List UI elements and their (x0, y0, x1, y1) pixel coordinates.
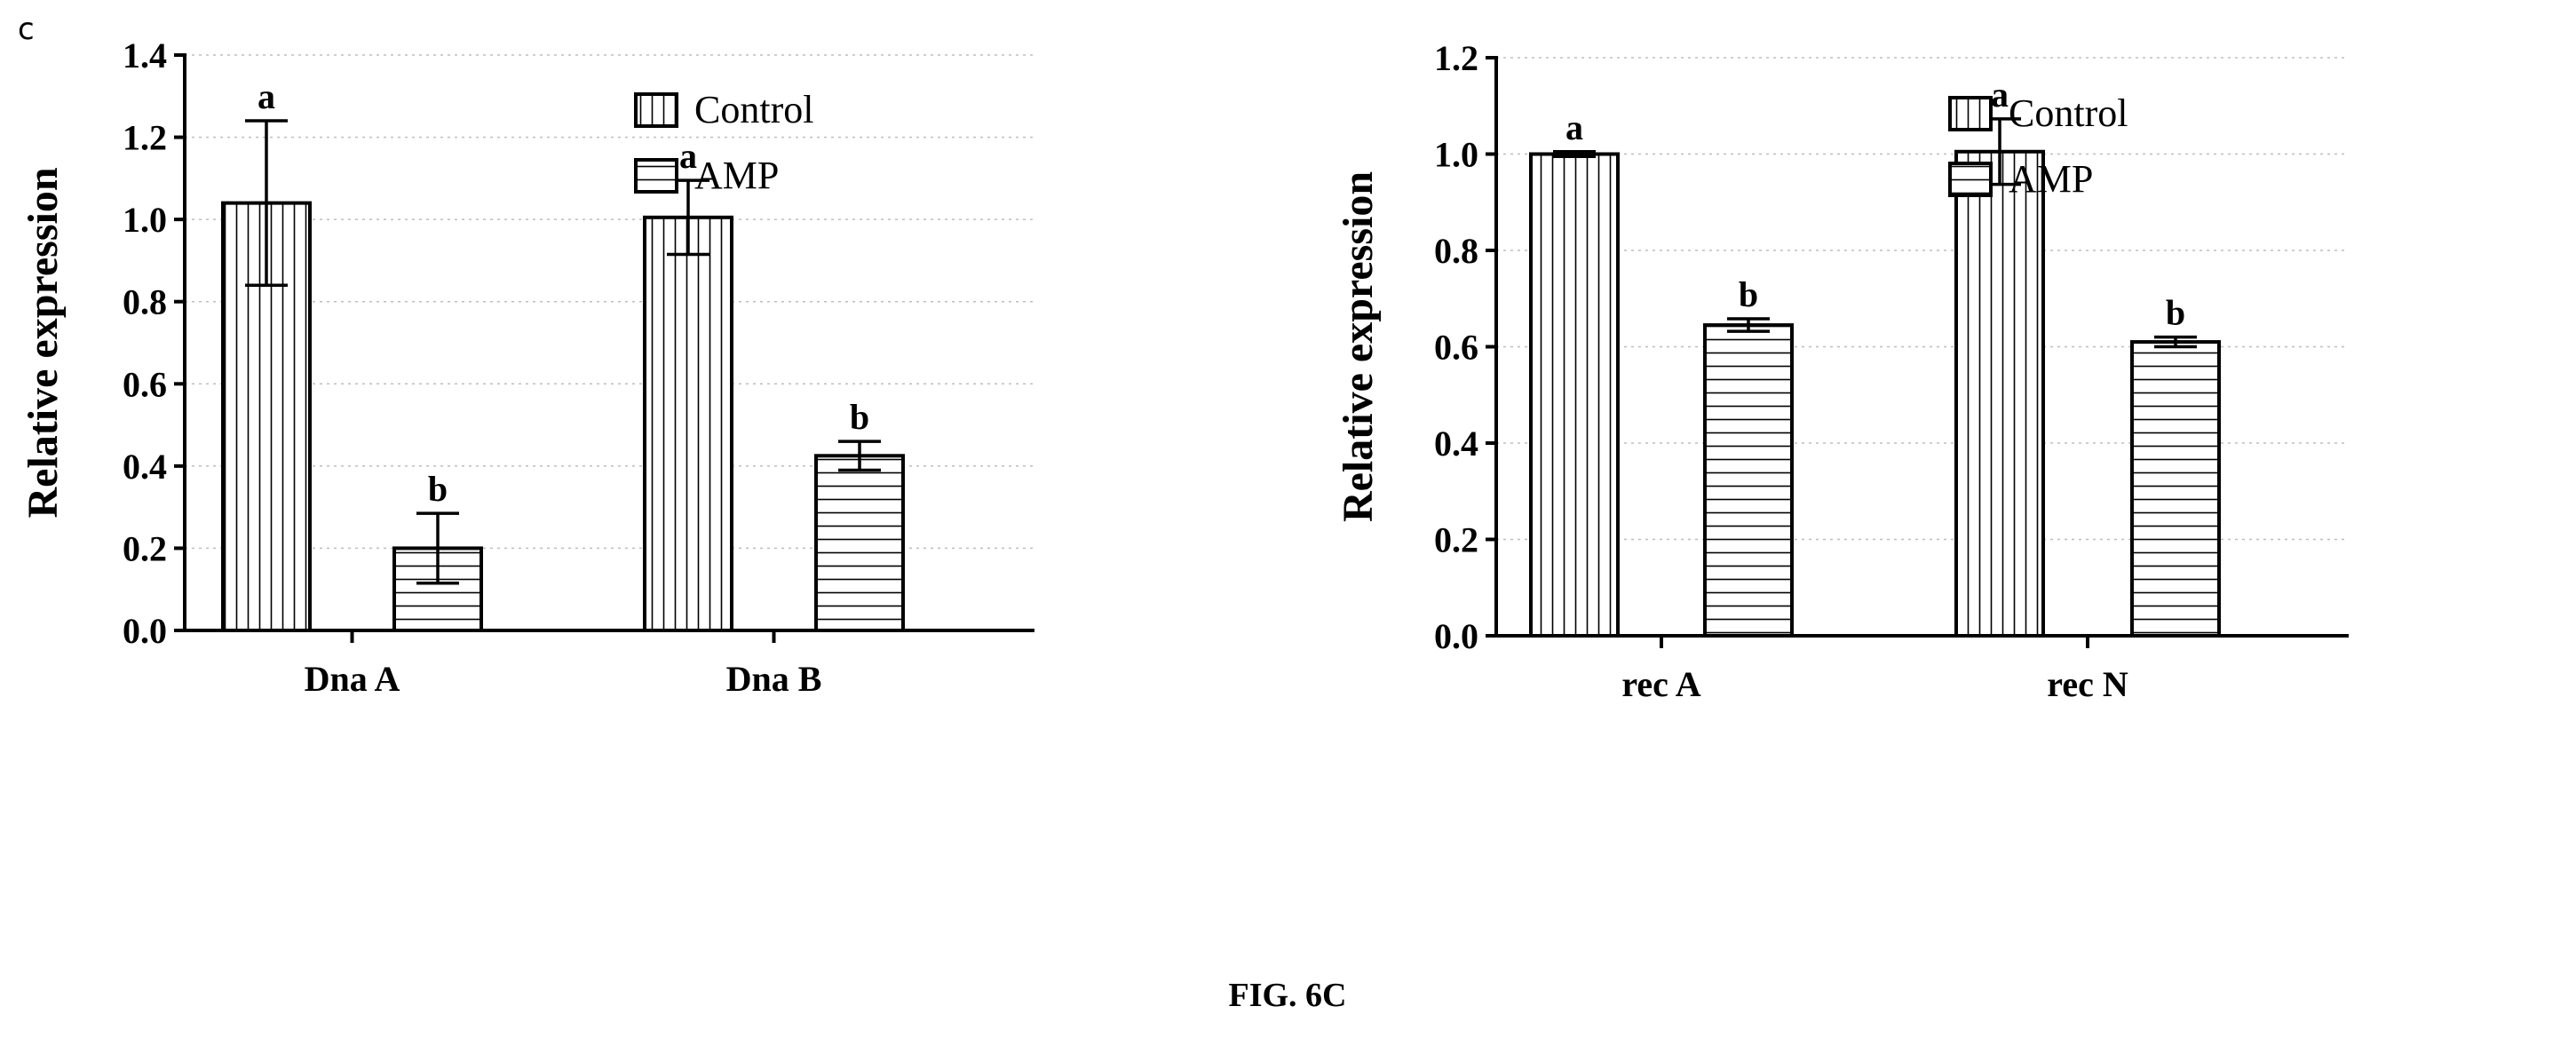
y-axis-label: Relative expression (1335, 171, 1382, 522)
y-tick-label: 1.4 (123, 36, 167, 75)
y-axis-label: Relative expression (20, 167, 67, 518)
y-tick-label: 0.4 (123, 447, 167, 487)
y-tick-label: 0.2 (1434, 520, 1478, 560)
legend-label: Control (694, 88, 813, 131)
bar (814, 454, 905, 632)
figure-caption: FIG. 6C (1229, 977, 1347, 1014)
legend-swatch (634, 92, 678, 128)
significance-letter: b (1739, 274, 1758, 314)
x-tick-label: Dna B (726, 659, 822, 699)
significance-letter: a (1991, 75, 2009, 115)
y-tick-label: 0.4 (1434, 424, 1478, 464)
y-tick-label: 0.6 (123, 364, 167, 404)
significance-letter: a (258, 76, 275, 116)
y-tick-label: 1.2 (123, 118, 167, 158)
x-tick-label: rec N (2047, 664, 2128, 704)
y-tick-label: 0.2 (123, 528, 167, 568)
significance-letter: b (850, 397, 869, 437)
bar (2130, 340, 2221, 638)
significance-letter: b (428, 469, 448, 509)
y-tick-label: 1.2 (1434, 38, 1478, 78)
y-tick-label: 1.0 (123, 200, 167, 240)
y-tick-label: 1.0 (1434, 135, 1478, 175)
y-tick-label: 0.8 (1434, 231, 1478, 271)
legend-swatch (1948, 162, 1993, 197)
significance-letter: b (2166, 293, 2185, 333)
y-tick-label: 0.0 (1434, 616, 1478, 656)
legend-label: AMP (2009, 157, 2093, 201)
legend-swatch (1948, 96, 1993, 131)
legend-swatch (634, 158, 678, 194)
x-tick-label: Dna A (305, 659, 400, 699)
y-tick-label: 0.0 (123, 611, 167, 651)
significance-letter: a (1565, 107, 1583, 147)
chart-rec: 0.0 0.2 0.4 0.6 0.8 1.0 1.2 Relative expression… (1335, 38, 2349, 704)
legend-label: Control (2009, 91, 2128, 135)
legend-label: AMP (694, 154, 779, 197)
panel-letter: c (18, 12, 35, 47)
x-tick-label: rec A (1621, 664, 1700, 704)
bar (643, 215, 733, 632)
bar (1954, 149, 2045, 638)
significance-letter: a (679, 136, 697, 176)
bar (1703, 323, 1794, 638)
chart-dna: 0.0 0.2 0.4 0.6 0.8 1.0 1.2 1.4 Relative express… (20, 36, 1034, 699)
y-tick-label: 0.6 (1434, 328, 1478, 368)
bar (1529, 152, 1620, 638)
y-tick-label: 0.8 (123, 282, 167, 322)
